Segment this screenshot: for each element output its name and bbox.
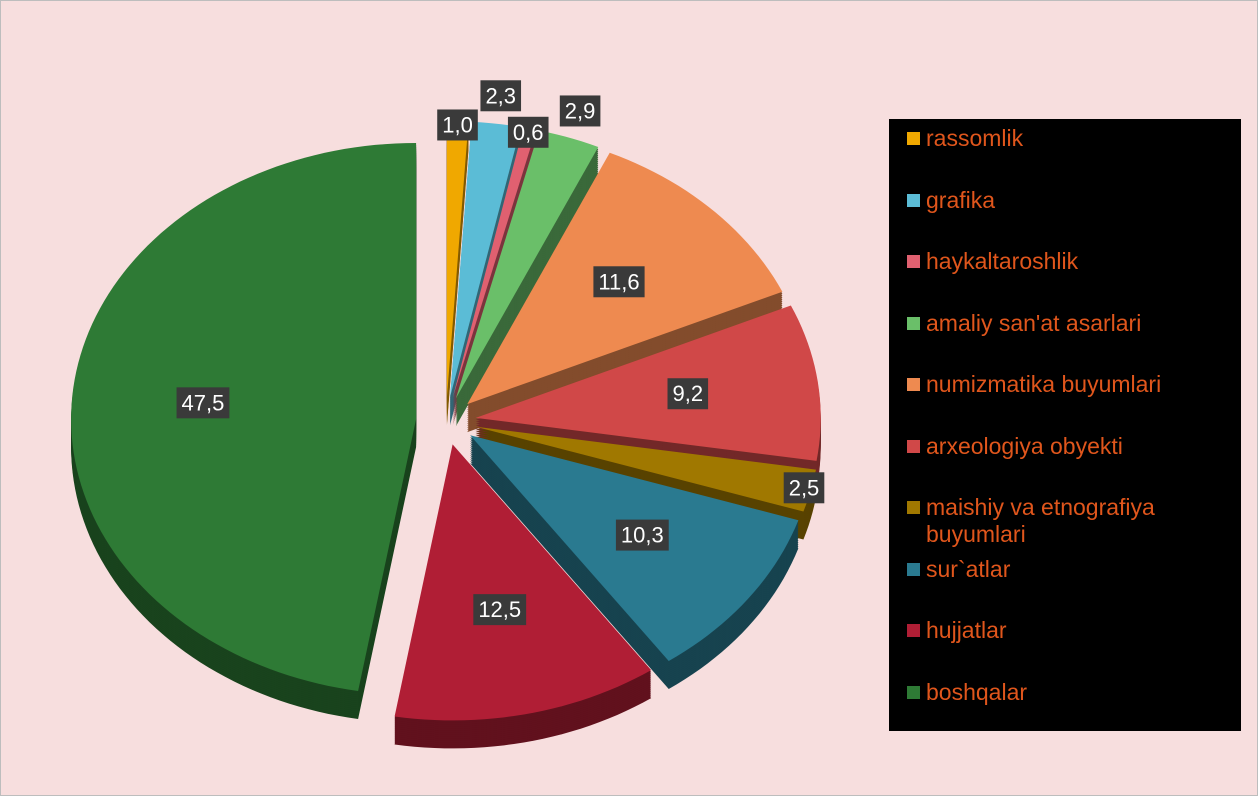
legend-swatch [907, 132, 920, 145]
slice [475, 305, 821, 461]
legend-entry: arxeologiya obyekti [907, 433, 1231, 495]
data-label-text: 12,5 [478, 597, 521, 622]
legend-label: boshqalar [926, 678, 1028, 705]
slice [475, 426, 816, 512]
data-label-text: 47,5 [182, 390, 225, 415]
data-label-box [615, 519, 669, 551]
slice [71, 142, 417, 692]
data-label-text: 9,2 [672, 381, 703, 406]
legend-label: amaliy san'at asarlari [926, 309, 1142, 336]
data-label: 0,6 [507, 116, 549, 148]
legend-swatch [907, 685, 920, 699]
data-label-text: 2,9 [565, 98, 596, 123]
data-label-text: 2,3 [485, 83, 516, 108]
legend-swatch [907, 378, 920, 391]
legend-label: hujjatlar [926, 617, 1007, 643]
legend-entry: grafika [907, 187, 1231, 249]
legend-label: sur`atlar [926, 555, 1011, 582]
data-label-box [507, 116, 549, 148]
legend-label: haykaltaroshlik [926, 248, 1079, 274]
data-label: 11,6 [593, 266, 645, 298]
data-label-text: 0,6 [513, 120, 544, 145]
data-label: 47,5 [176, 387, 230, 419]
legend-swatch [907, 501, 920, 514]
slice-side [452, 135, 537, 406]
legend-entry: numizmatika buyumlari [907, 371, 1231, 433]
slice [452, 127, 537, 398]
data-label-box [783, 472, 825, 504]
legend-swatch [907, 562, 920, 576]
legend-label: maishiy va etnografiya buyumlari [926, 494, 1155, 547]
slice [455, 130, 599, 399]
data-label: 1,0 [437, 109, 478, 141]
legend: rassomlik grafika haykaltaroshlik amaliy sa… [889, 119, 1241, 731]
legend-swatch [907, 316, 920, 330]
data-label-box [437, 109, 478, 141]
data-label-text: 11,6 [598, 269, 639, 294]
slice-side [452, 131, 537, 402]
legend-label: arxeologiya obyekti [926, 432, 1123, 459]
legend-swatch [907, 439, 920, 453]
data-label-box [176, 387, 230, 419]
data-label: 2,9 [559, 95, 601, 127]
slice-side [452, 133, 537, 404]
legend-swatch [907, 624, 920, 637]
legend-entry: boshqalar [907, 679, 1231, 741]
data-label-text: 10,3 [621, 523, 664, 548]
data-label-box [667, 378, 709, 410]
data-label: 2,5 [783, 472, 825, 504]
legend-entry: amaliy san'at asarlari [907, 310, 1231, 372]
slice-side [452, 129, 537, 400]
data-label-box [473, 594, 527, 626]
legend-label: grafika [926, 186, 996, 213]
legend-entry: maishiy va etnografiya buyumlari [907, 494, 1231, 556]
data-label: 10,3 [615, 519, 669, 551]
legend-entry: sur`atlar [907, 556, 1231, 618]
data-label: 12,5 [473, 594, 527, 626]
data-label-box [559, 95, 601, 127]
data-label-box [480, 80, 522, 112]
pie-area: 1,0 2,3 0,6 2,9 11,6 9,2 2,5 10,3 12,5 47,5 [71, 80, 825, 749]
legend-label: rassomlik [926, 125, 1024, 151]
slice-side [452, 137, 537, 408]
legend-entry: haykaltaroshlik [907, 248, 1231, 310]
slice [450, 121, 521, 398]
legend-swatch [907, 193, 920, 207]
data-label-text: 1,0 [442, 112, 473, 137]
legend-swatch [907, 255, 920, 268]
data-label: 2,3 [480, 80, 522, 112]
data-labels: 1,0 2,3 0,6 2,9 11,6 9,2 2,5 10,3 12,5 47,5 [176, 80, 825, 626]
slice [446, 121, 469, 398]
data-label-text: 2,5 [789, 475, 820, 500]
slice [394, 444, 652, 721]
legend-entry: hujjatlar [907, 617, 1231, 679]
data-label: 9,2 [667, 378, 709, 410]
data-label-box [593, 266, 645, 298]
legend-entry: rassomlik [907, 125, 1231, 187]
legend-label: numizmatika buyumlari [926, 371, 1162, 397]
